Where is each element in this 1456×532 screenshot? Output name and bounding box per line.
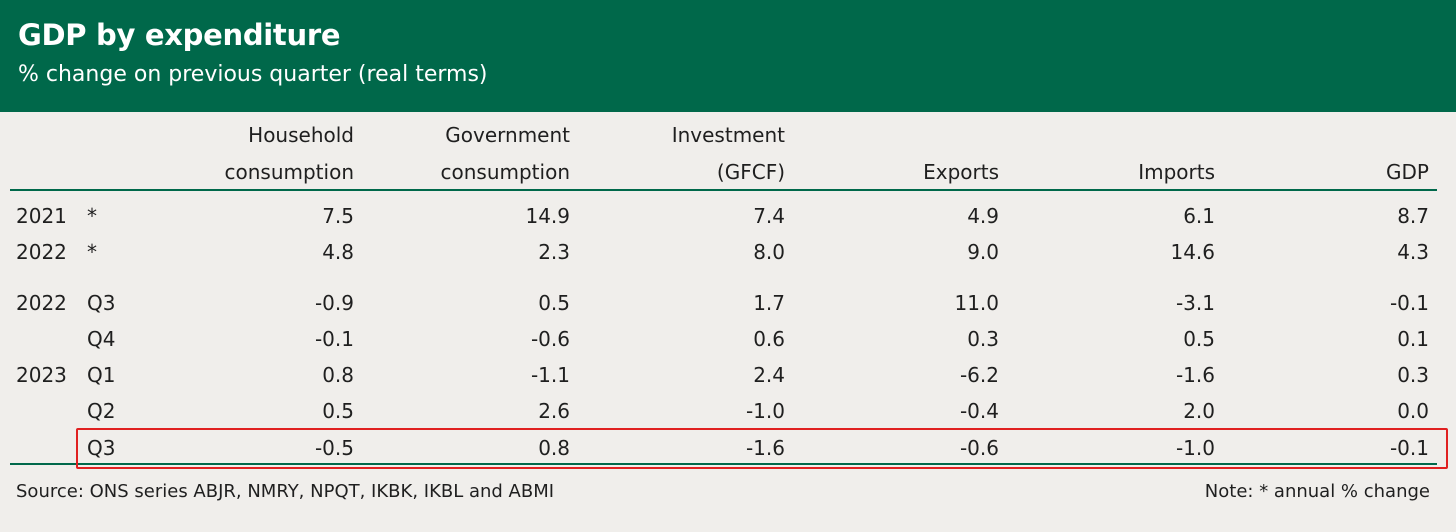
highlighted-row-box [76,428,1448,469]
table-cell: 0.5 [1183,327,1215,351]
table-cell: 4.8 [322,240,354,264]
row-period-label: Q4 [87,327,116,351]
table-cell: 2.6 [538,399,570,423]
table-cell: 4.9 [967,204,999,228]
table-cell: -1.6 [745,436,785,460]
chart-subtitle: % change on previous quarter (real terms… [18,62,488,87]
source-note: Source: ONS series ABJR, NMRY, NPQT, IKB… [16,481,555,502]
column-header-6-line2: GDP [1386,160,1429,184]
table-cell: 0.5 [322,399,354,423]
table-cell: -0.1 [1389,436,1429,460]
table-cell: -6.2 [959,363,999,387]
column-header-2-line1: Government [445,123,570,147]
table-cell: -1.0 [1175,436,1215,460]
table-cell: 7.4 [753,204,785,228]
header-divider [10,189,1437,191]
table-cell: 7.5 [322,204,354,228]
table-cell: 0.8 [538,436,570,460]
table-cell: 2.0 [1183,399,1215,423]
table-cell: 0.5 [538,291,570,315]
column-header-5-line2: Imports [1138,160,1215,184]
table-cell: -1.6 [1175,363,1215,387]
table-cell: -0.1 [314,327,354,351]
table-cell: 0.6 [753,327,785,351]
table-cell: -1.1 [530,363,570,387]
column-header-2-line2: consumption [440,160,571,184]
table-cell: 0.0 [1397,399,1429,423]
row-period-label: Q3 [87,291,116,315]
table-cell: -0.1 [1389,291,1429,315]
table-cell: 14.9 [525,204,570,228]
table-cell: 14.6 [1170,240,1215,264]
table-cell: 8.7 [1397,204,1429,228]
column-header-4-line2: Exports [923,160,999,184]
table-cell: 0.3 [967,327,999,351]
chart-title: GDP by expenditure [18,18,341,52]
row-period-label: Q1 [87,363,116,387]
row-year-label: 2023 [16,363,67,387]
table-cell: -0.5 [314,436,354,460]
table-cell: -0.9 [314,291,354,315]
row-period-label: Q2 [87,399,116,423]
row-period-label: * [87,204,97,228]
table-cell: 9.0 [967,240,999,264]
table-cell: 11.0 [954,291,999,315]
table-cell: 2.3 [538,240,570,264]
table-cell: 0.3 [1397,363,1429,387]
footnote: Note: * annual % change [1204,481,1430,502]
chart-header: GDP by expenditure % change on previous … [0,0,1456,112]
table-cell: 0.8 [322,363,354,387]
table-cell: 1.7 [753,291,785,315]
table-cell: 4.3 [1397,240,1429,264]
column-header-3-line2: (GFCF) [716,160,785,184]
table-cell: 8.0 [753,240,785,264]
table-cell: 0.1 [1397,327,1429,351]
row-year-label: 2021 [16,204,67,228]
table-cell: -0.6 [530,327,570,351]
table-cell: -3.1 [1175,291,1215,315]
row-year-label: 2022 [16,291,67,315]
column-header-1-line2: consumption [224,160,355,184]
row-period-label: * [87,240,97,264]
table-cell: -0.6 [959,436,999,460]
row-period-label: Q3 [87,436,116,460]
bottom-divider [10,463,1437,465]
table-cell: -0.4 [959,399,999,423]
table-cell: -1.0 [745,399,785,423]
column-header-3-line1: Investment [671,123,785,147]
table-cell: 6.1 [1183,204,1215,228]
row-year-label: 2022 [16,240,67,264]
column-header-1-line1: Household [248,123,354,147]
table-cell: 2.4 [753,363,785,387]
